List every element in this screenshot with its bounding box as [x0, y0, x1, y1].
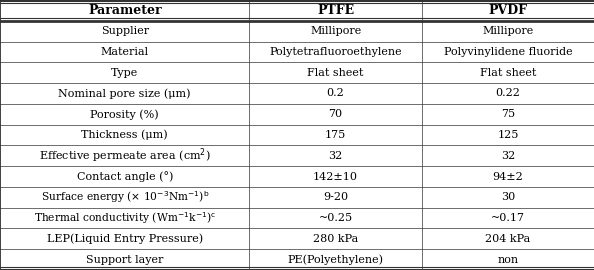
Text: Nominal pore size (μm): Nominal pore size (μm) — [58, 88, 191, 99]
Bar — [249, 104, 422, 125]
Bar — [249, 228, 422, 249]
Bar — [0, 0, 249, 21]
Text: Surface energy ($\times$ 10$^{-3}$Nm$^{-1}$)$^{\rm b}$: Surface energy ($\times$ 10$^{-3}$Nm$^{-… — [40, 190, 209, 205]
Text: 30: 30 — [501, 192, 515, 202]
Text: LEP(Liquid Entry Pressure): LEP(Liquid Entry Pressure) — [47, 234, 203, 244]
Text: ~0.25: ~0.25 — [318, 213, 353, 223]
Text: Porosity (%): Porosity (%) — [90, 109, 159, 120]
Bar — [422, 0, 594, 21]
Bar — [249, 62, 422, 83]
Text: 32: 32 — [501, 151, 515, 161]
Text: 142±10: 142±10 — [313, 171, 358, 181]
Text: Polyvinylidene fluoride: Polyvinylidene fluoride — [444, 47, 572, 57]
Bar — [0, 145, 249, 166]
Text: ~0.17: ~0.17 — [491, 213, 525, 223]
Text: Millipore: Millipore — [310, 26, 361, 36]
Bar — [422, 249, 594, 270]
Bar — [422, 125, 594, 145]
Text: 32: 32 — [328, 151, 343, 161]
Text: PVDF: PVDF — [488, 4, 527, 17]
Text: Material: Material — [100, 47, 149, 57]
Bar — [0, 249, 249, 270]
Text: 175: 175 — [325, 130, 346, 140]
Text: PE(Polyethylene): PE(Polyethylene) — [287, 254, 384, 265]
Bar — [422, 166, 594, 187]
Bar — [0, 21, 249, 42]
Bar — [0, 187, 249, 208]
Text: Effective permeate area (cm$^{2}$): Effective permeate area (cm$^{2}$) — [39, 146, 211, 165]
Bar — [422, 208, 594, 228]
Bar — [249, 125, 422, 145]
Bar — [249, 208, 422, 228]
Bar — [249, 83, 422, 104]
Bar — [249, 166, 422, 187]
Text: Support layer: Support layer — [86, 255, 163, 265]
Text: Type: Type — [111, 68, 138, 78]
Bar — [0, 62, 249, 83]
Text: 70: 70 — [328, 109, 343, 119]
Text: 75: 75 — [501, 109, 515, 119]
Text: Contact angle (°): Contact angle (°) — [77, 171, 173, 182]
Text: Thickness (μm): Thickness (μm) — [81, 130, 168, 140]
Text: non: non — [497, 255, 519, 265]
Text: Thermal conductivity (Wm$^{-1}$k$^{-1}$)$^{\rm c}$: Thermal conductivity (Wm$^{-1}$k$^{-1}$)… — [34, 210, 216, 226]
Bar — [422, 21, 594, 42]
Text: Flat sheet: Flat sheet — [308, 68, 364, 78]
Bar — [249, 21, 422, 42]
Bar — [0, 104, 249, 125]
Text: PTFE: PTFE — [317, 4, 354, 17]
Text: Parameter: Parameter — [88, 4, 162, 17]
Text: Flat sheet: Flat sheet — [480, 68, 536, 78]
Bar — [0, 228, 249, 249]
Bar — [422, 228, 594, 249]
Text: Polytetrafluoroethylene: Polytetrafluoroethylene — [269, 47, 402, 57]
Bar — [422, 62, 594, 83]
Text: 94±2: 94±2 — [492, 171, 523, 181]
Bar — [0, 125, 249, 145]
Text: 0.2: 0.2 — [327, 89, 345, 99]
Bar — [422, 104, 594, 125]
Bar — [0, 166, 249, 187]
Text: 204 kPa: 204 kPa — [485, 234, 530, 244]
Text: Millipore: Millipore — [482, 26, 533, 36]
Bar — [0, 42, 249, 62]
Bar — [249, 145, 422, 166]
Text: 9-20: 9-20 — [323, 192, 348, 202]
Text: 280 kPa: 280 kPa — [313, 234, 358, 244]
Bar — [249, 42, 422, 62]
Bar — [422, 42, 594, 62]
Bar — [249, 0, 422, 21]
Bar — [0, 208, 249, 228]
Bar — [249, 187, 422, 208]
Text: Supplier: Supplier — [100, 26, 149, 36]
Bar — [422, 187, 594, 208]
Bar — [249, 249, 422, 270]
Bar — [422, 145, 594, 166]
Bar — [422, 83, 594, 104]
Bar — [0, 83, 249, 104]
Text: 0.22: 0.22 — [495, 89, 520, 99]
Text: 125: 125 — [497, 130, 519, 140]
